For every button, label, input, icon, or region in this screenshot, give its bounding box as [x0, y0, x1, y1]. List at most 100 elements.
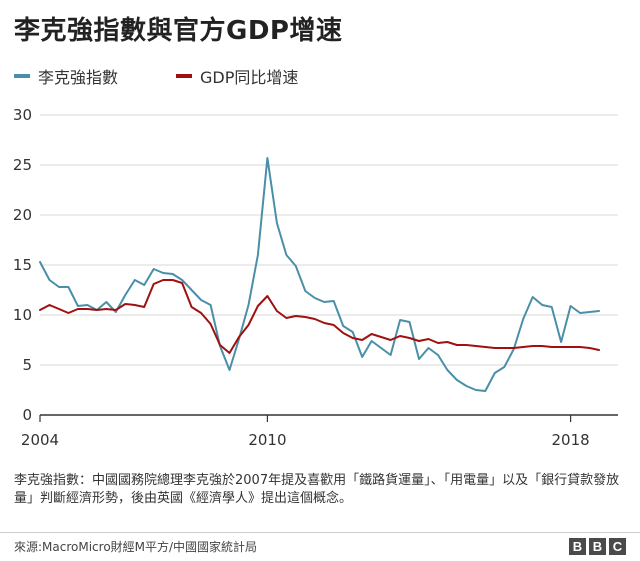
data-point-gdp — [238, 336, 240, 338]
data-point-gdp — [285, 317, 287, 319]
data-point-li-index — [371, 340, 373, 342]
data-point-gdp — [475, 345, 477, 347]
x-tick-label: 2004 — [21, 431, 59, 449]
data-point-gdp — [172, 279, 174, 281]
data-point-li-index — [86, 304, 88, 306]
data-point-li-index — [181, 279, 183, 281]
data-point-li-index — [248, 304, 250, 306]
y-tick-label: 30 — [13, 106, 32, 124]
data-point-li-index — [162, 272, 164, 274]
data-point-li-index — [105, 301, 107, 303]
series-line-gdp — [39, 279, 600, 354]
data-point-li-index — [570, 305, 572, 307]
data-point-gdp — [77, 308, 79, 310]
data-point-gdp — [522, 346, 524, 348]
data-point-li-index — [257, 254, 259, 256]
data-point-li-index — [323, 301, 325, 303]
data-point-gdp — [143, 306, 145, 308]
legend-label-li-index: 李克強指數 — [38, 68, 119, 87]
data-point-li-index — [541, 304, 543, 306]
data-point-li-index — [229, 369, 231, 371]
data-point-li-index — [172, 273, 174, 275]
data-point-gdp — [541, 345, 543, 347]
data-point-gdp — [484, 346, 486, 348]
data-point-gdp — [39, 309, 41, 311]
data-point-gdp — [86, 308, 88, 310]
data-point-gdp — [380, 336, 382, 338]
data-point-gdp — [361, 339, 363, 341]
data-point-gdp — [428, 338, 430, 340]
data-point-li-index — [58, 286, 60, 288]
data-point-li-index — [532, 296, 534, 298]
data-point-gdp — [124, 303, 126, 305]
data-point-li-index — [200, 299, 202, 301]
data-point-li-index — [503, 366, 505, 368]
data-point-li-index — [465, 385, 467, 387]
data-point-li-index — [598, 310, 600, 312]
data-point-gdp — [513, 347, 515, 349]
data-point-gdp — [248, 324, 250, 326]
data-point-gdp — [276, 310, 278, 312]
data-point-gdp — [134, 304, 136, 306]
data-point-li-index — [49, 279, 51, 281]
data-point-gdp — [323, 322, 325, 324]
data-point-gdp — [295, 315, 297, 317]
data-point-gdp — [399, 335, 401, 337]
data-point-li-index — [39, 261, 41, 263]
data-point-gdp — [532, 345, 534, 347]
data-point-gdp — [200, 312, 202, 314]
data-point-li-index — [191, 289, 193, 291]
y-tick-label: 5 — [22, 356, 32, 374]
data-point-li-index — [522, 318, 524, 320]
data-point-li-index — [333, 300, 335, 302]
data-point-gdp — [342, 332, 344, 334]
line-chart: 0 5 10 15 20 25 30 2004 2010 2018 — [13, 106, 618, 449]
legend-swatch-gdp — [176, 74, 193, 78]
footer-divider — [0, 532, 640, 533]
data-point-gdp — [191, 306, 193, 308]
data-point-li-index — [285, 254, 287, 256]
data-point-gdp — [494, 347, 496, 349]
data-point-gdp — [390, 339, 392, 341]
data-point-gdp — [67, 312, 69, 314]
data-point-li-index — [352, 331, 354, 333]
data-point-gdp — [418, 340, 420, 342]
data-point-li-index — [579, 312, 581, 314]
data-point-gdp — [437, 342, 439, 344]
legend-label-gdp: GDP同比增速 — [200, 68, 299, 87]
chart-note: 李克強指數：中國國務院總理李克強於2007年提及喜歡用「鐵路貨運量」、「用電量」… — [14, 473, 620, 506]
data-point-li-index — [124, 294, 126, 296]
data-point-li-index — [380, 347, 382, 349]
data-point-gdp — [219, 344, 221, 346]
data-point-gdp — [570, 346, 572, 348]
data-point-gdp — [105, 308, 107, 310]
data-point-li-index — [295, 265, 297, 267]
data-point-gdp — [560, 346, 562, 348]
data-point-li-index — [304, 290, 306, 292]
data-point-li-index — [77, 305, 79, 307]
data-point-li-index — [428, 347, 430, 349]
y-tick-label: 10 — [13, 306, 32, 324]
data-point-gdp — [96, 309, 98, 311]
data-point-li-index — [266, 157, 268, 159]
data-point-li-index — [361, 356, 363, 358]
data-point-gdp — [229, 352, 231, 354]
data-point-gdp — [598, 349, 600, 351]
bbc-logo-letter: B — [569, 538, 586, 555]
source-text: 來源:MacroMicro財經M平方/中國國家統計局 — [14, 540, 258, 554]
data-point-li-index — [134, 279, 136, 281]
x-tick-label: 2018 — [552, 431, 590, 449]
data-point-li-index — [437, 354, 439, 356]
data-point-li-index — [551, 306, 553, 308]
data-point-gdp — [49, 304, 51, 306]
data-point-li-index — [342, 325, 344, 327]
data-point-li-index — [494, 372, 496, 374]
legend-item-gdp: GDP同比增速 — [176, 64, 298, 88]
legend-swatch-li-index — [14, 74, 30, 78]
series-line-li-index — [39, 157, 600, 392]
y-tick-label: 25 — [13, 156, 32, 174]
data-point-li-index — [143, 284, 145, 286]
data-point-li-index — [446, 369, 448, 371]
data-point-gdp — [589, 347, 591, 349]
bbc-logo-letter: C — [609, 538, 626, 555]
